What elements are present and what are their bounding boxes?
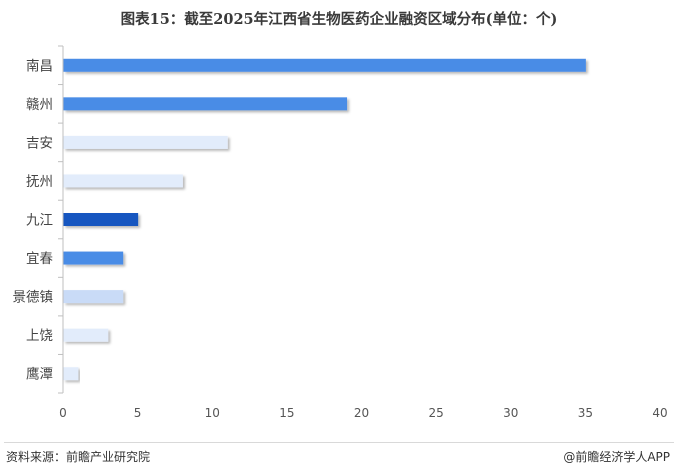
category-label: 九江 bbox=[26, 213, 53, 229]
category-label: 抚州 bbox=[26, 174, 53, 190]
footer-divider bbox=[4, 442, 674, 443]
category-label: 南昌 bbox=[26, 58, 53, 74]
brand-credit: @前瞻经济学人APP bbox=[563, 448, 670, 465]
bar-宜春 bbox=[63, 251, 124, 265]
bar-吉安 bbox=[63, 135, 228, 149]
chart-title: 图表15：截至2025年江西省生物医药企业融资区域分布(单位：个) bbox=[120, 11, 558, 28]
x-tick-label: 10 bbox=[205, 406, 220, 420]
x-tick-label: 0 bbox=[59, 406, 67, 420]
x-tick-label: 30 bbox=[503, 406, 518, 420]
category-label: 鹰潭 bbox=[26, 367, 53, 383]
x-tick-label: 15 bbox=[279, 406, 294, 420]
bar-九江 bbox=[63, 213, 139, 226]
bar-鹰潭 bbox=[63, 367, 79, 381]
bar-南昌 bbox=[63, 58, 586, 72]
bar-上饶 bbox=[63, 328, 109, 342]
category-label: 宜春 bbox=[26, 251, 53, 267]
category-label: 景德镇 bbox=[13, 290, 54, 306]
bar-景德镇 bbox=[63, 290, 124, 304]
brand-credit-text: @前瞻经济学人APP bbox=[563, 450, 670, 464]
x-tick-label: 5 bbox=[134, 406, 142, 420]
bar-赣州 bbox=[63, 97, 348, 111]
category-label: 赣州 bbox=[26, 97, 53, 113]
x-tick-label: 20 bbox=[354, 406, 369, 420]
source-note: 资料来源：前瞻产业研究院 bbox=[6, 450, 151, 464]
x-tick-label: 40 bbox=[652, 406, 667, 420]
category-label: 上饶 bbox=[26, 328, 53, 344]
category-label: 吉安 bbox=[26, 135, 53, 151]
x-tick-label: 35 bbox=[578, 406, 593, 420]
x-tick-label: 25 bbox=[428, 406, 443, 420]
bar-抚州 bbox=[63, 174, 183, 188]
